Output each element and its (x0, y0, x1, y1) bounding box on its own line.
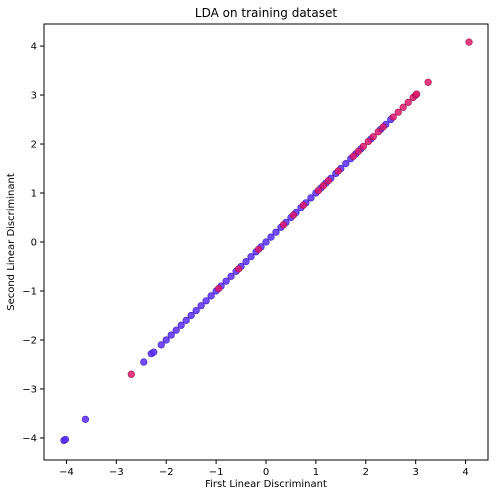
x-tick-label: −4 (59, 467, 74, 478)
scatter-point (207, 292, 215, 300)
scatter-point (349, 152, 357, 160)
scatter-point (389, 113, 397, 121)
x-tick-label: 4 (462, 467, 468, 478)
scatter-point (354, 147, 362, 155)
scatter-point (192, 306, 200, 315)
scatter-point (319, 182, 327, 190)
scatter-point (157, 341, 165, 349)
scatter-point (140, 358, 148, 366)
scatter-point (215, 284, 223, 293)
scatter-point (247, 253, 255, 261)
scatter-point (177, 321, 185, 329)
x-axis-label: First Linear Discriminant (205, 479, 327, 490)
scatter-point (167, 331, 175, 339)
scatter-point (197, 302, 205, 310)
scatter-point (424, 78, 432, 86)
y-tick-label: 3 (31, 91, 37, 102)
scatter-point (182, 316, 190, 324)
scatter-point (262, 238, 270, 246)
scatter-point (227, 272, 235, 280)
scatter-point (127, 370, 135, 378)
scatter-point (324, 177, 332, 185)
scatter-point (150, 348, 158, 356)
y-tick-label: −4 (22, 433, 37, 444)
scatter-point (254, 245, 263, 253)
y-tick-label: −2 (22, 335, 37, 346)
scatter-point (374, 128, 382, 136)
scatter-point (234, 265, 243, 273)
scatter-point (202, 297, 210, 305)
scatter-point (242, 258, 250, 266)
scatter-point (61, 435, 70, 444)
scatter-point (272, 228, 280, 236)
scatter-point (187, 311, 195, 320)
scatter-point (279, 221, 288, 229)
y-tick-label: 0 (31, 238, 37, 249)
scatter-point (399, 103, 407, 111)
y-tick-label: 2 (31, 140, 37, 151)
scatter-point (394, 108, 402, 116)
x-axis-ticks: −4 −3 −2 −1 0 1 2 3 4 (59, 460, 469, 478)
x-tick-label: −2 (159, 467, 174, 478)
y-tick-label: 4 (31, 42, 37, 53)
scatter-point (413, 90, 421, 98)
x-tick-label: 3 (412, 467, 418, 478)
y-tick-label: 1 (31, 189, 37, 200)
scatter-point (379, 123, 387, 131)
scatter-point (81, 415, 90, 423)
scatter-point (307, 194, 315, 202)
y-axis-ticks: −4 −3 −2 −1 0 1 2 3 4 (22, 42, 44, 444)
scatter-point (334, 167, 342, 175)
scatter-point (404, 98, 412, 106)
scatter-point (162, 336, 170, 344)
x-tick-label: −1 (209, 467, 224, 478)
scatter-point (267, 233, 275, 241)
scatter-point (359, 142, 367, 151)
x-tick-label: −3 (109, 467, 124, 478)
y-tick-label: −3 (22, 384, 37, 395)
chart-title: LDA on training dataset (195, 6, 337, 20)
x-tick-label: 1 (313, 467, 319, 478)
scatter-points (60, 38, 473, 445)
y-axis-label: Second Linear Discriminant (6, 173, 17, 311)
scatter-point (364, 137, 372, 146)
scatter-point (222, 277, 230, 285)
scatter-point (314, 186, 322, 195)
scatter-point (289, 211, 298, 219)
x-tick-label: 0 (263, 467, 269, 478)
y-tick-label: −1 (22, 286, 37, 297)
scatter-point (465, 38, 473, 46)
scatter-point (369, 133, 377, 141)
x-tick-label: 2 (363, 467, 369, 478)
scatter-point (342, 160, 350, 168)
scatter-point (172, 326, 180, 334)
scatter-point (299, 201, 308, 209)
